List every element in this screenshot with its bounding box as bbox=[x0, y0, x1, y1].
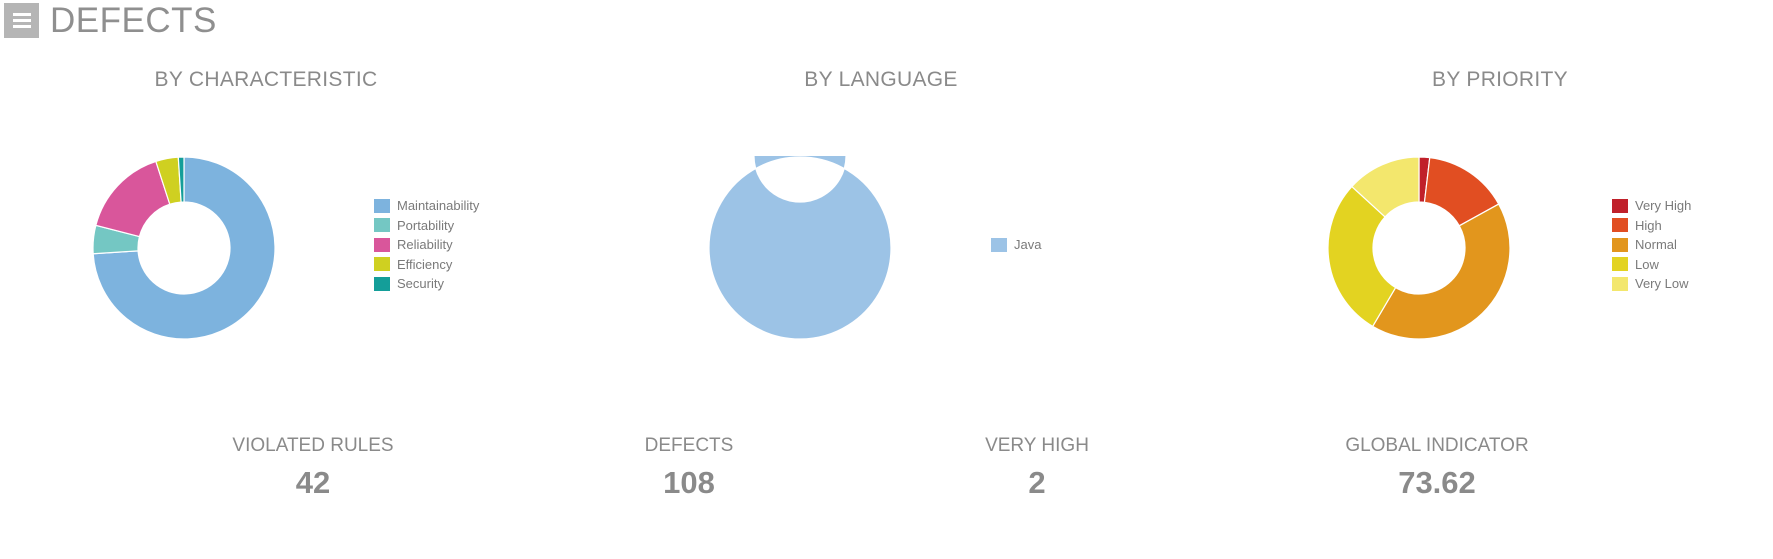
chart-title-language: BY LANGUAGE bbox=[804, 68, 958, 91]
legend-swatch bbox=[1612, 237, 1628, 252]
legend-swatch bbox=[374, 257, 390, 272]
slice-normal[interactable] bbox=[1371, 203, 1511, 340]
legend-label: Portability bbox=[397, 217, 455, 233]
page-title: DEFECTS bbox=[50, 1, 217, 40]
legend-swatch bbox=[1612, 276, 1628, 291]
slice-java[interactable] bbox=[708, 156, 892, 340]
menu-bar bbox=[12, 13, 31, 16]
kpi-very-high: VERY HIGH 2 bbox=[927, 433, 1147, 501]
legend-label: Java bbox=[1014, 237, 1042, 253]
kpi-label: VIOLATED RULES bbox=[232, 435, 394, 456]
legend-label: Maintainability bbox=[397, 198, 480, 214]
legend-label: Normal bbox=[1635, 237, 1677, 253]
legend-label: High bbox=[1635, 217, 1662, 233]
legend-item-portability[interactable]: Portability bbox=[374, 216, 479, 236]
legend-item-reliability[interactable]: Reliability bbox=[374, 235, 479, 255]
legend-language: Java bbox=[991, 235, 1041, 255]
slice-security[interactable] bbox=[177, 156, 185, 203]
kpi-violated-rules: VIOLATED RULES 42 bbox=[203, 433, 423, 501]
hamburger-menu-icon[interactable] bbox=[4, 3, 39, 38]
legend-swatch bbox=[374, 218, 390, 233]
legend-item-very-low[interactable]: Very Low bbox=[1612, 274, 1691, 294]
legend-item-security[interactable]: Security bbox=[374, 274, 479, 294]
kpi-label: GLOBAL INDICATOR bbox=[1345, 435, 1529, 456]
legend-swatch bbox=[1612, 218, 1628, 233]
legend-item-java[interactable]: Java bbox=[991, 235, 1041, 255]
donut-chart-characteristic bbox=[92, 156, 276, 340]
chart-title-priority: BY PRIORITY bbox=[1432, 68, 1568, 91]
legend-item-efficiency[interactable]: Efficiency bbox=[374, 255, 479, 275]
kpi-defects: DEFECTS 108 bbox=[579, 433, 799, 501]
legend-swatch bbox=[991, 237, 1007, 252]
legend-label: Very Low bbox=[1635, 276, 1689, 292]
slice-reliability[interactable] bbox=[95, 160, 171, 238]
legend-swatch bbox=[1612, 257, 1628, 272]
kpi-label: DEFECTS bbox=[644, 435, 734, 456]
kpi-value: 73.62 bbox=[1398, 465, 1476, 500]
menu-bar bbox=[12, 19, 31, 22]
donut-chart-language bbox=[708, 156, 892, 340]
legend-item-low[interactable]: Low bbox=[1612, 255, 1691, 275]
kpi-value: 42 bbox=[295, 465, 331, 500]
legend-label: Reliability bbox=[397, 237, 453, 253]
slice-maintainability[interactable] bbox=[92, 156, 276, 340]
kpi-global-indicator: GLOBAL INDICATOR 73.62 bbox=[1327, 433, 1547, 501]
legend-swatch bbox=[374, 276, 390, 291]
kpi-label: VERY HIGH bbox=[985, 435, 1089, 456]
slice-low[interactable] bbox=[1327, 185, 1397, 328]
legend-label: Efficiency bbox=[397, 256, 453, 272]
legend-swatch bbox=[1612, 198, 1628, 213]
legend-item-high[interactable]: High bbox=[1612, 216, 1691, 236]
donut-chart-priority bbox=[1327, 156, 1511, 340]
kpi-value: 108 bbox=[663, 465, 715, 500]
slice-very-low[interactable] bbox=[1351, 156, 1420, 218]
chart-title-characteristic: BY CHARACTERISTIC bbox=[154, 68, 378, 91]
legend-item-normal[interactable]: Normal bbox=[1612, 235, 1691, 255]
legend-label: Security bbox=[397, 276, 444, 292]
legend-item-maintainability[interactable]: Maintainability bbox=[374, 196, 479, 216]
legend-swatch bbox=[374, 198, 390, 213]
legend-characteristic: Maintainability Portability Reliability Eff… bbox=[374, 196, 479, 294]
kpi-value: 2 bbox=[1028, 465, 1046, 500]
legend-item-very-high[interactable]: Very High bbox=[1612, 196, 1691, 216]
legend-priority: Very High High Normal Low Very Low bbox=[1612, 196, 1691, 294]
legend-label: Very High bbox=[1635, 198, 1692, 214]
legend-label: Low bbox=[1635, 256, 1659, 272]
legend-swatch bbox=[374, 237, 390, 252]
menu-bar bbox=[12, 25, 31, 28]
